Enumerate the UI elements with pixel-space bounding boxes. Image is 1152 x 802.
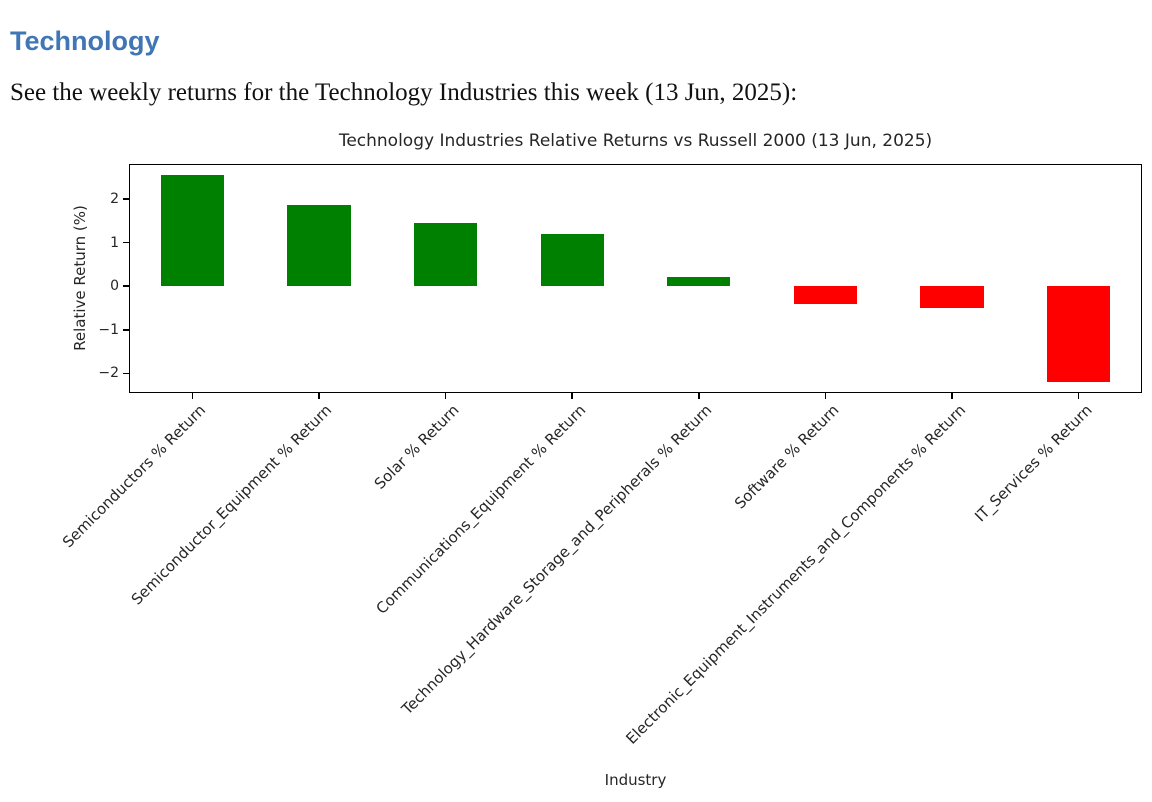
x-tick-mark bbox=[951, 393, 953, 399]
y-tick-label: −1 bbox=[98, 321, 119, 338]
x-category-label: Communications_Equipment % Return bbox=[372, 401, 589, 618]
y-tick-label: −2 bbox=[98, 365, 119, 382]
x-category-label: Semiconductors % Return bbox=[58, 401, 210, 552]
x-category-label: Semiconductor_Equipment % Return bbox=[128, 401, 336, 609]
y-tick-mark bbox=[123, 198, 129, 200]
page-subtitle: See the weekly returns for the Technolog… bbox=[10, 79, 798, 106]
chart-title: Technology Industries Relative Returns v… bbox=[338, 131, 933, 151]
y-tick-label: 0 bbox=[110, 278, 119, 295]
bar-2 bbox=[413, 222, 478, 287]
bar-7 bbox=[1047, 286, 1111, 383]
x-tick-mark bbox=[824, 393, 827, 399]
y-tick-label: 1 bbox=[110, 234, 119, 251]
x-category-label: IT_Services % Return bbox=[971, 401, 1096, 526]
bar-6 bbox=[920, 286, 984, 308]
x-category-label: Technology_Hardware_Storage_and_Peripher… bbox=[398, 401, 716, 719]
y-tick-mark bbox=[123, 372, 129, 375]
x-axis-label: Industry bbox=[604, 771, 667, 789]
x-tick-mark bbox=[698, 393, 700, 399]
x-tick-mark bbox=[191, 393, 194, 399]
x-tick-mark bbox=[444, 393, 447, 399]
plot-area bbox=[129, 164, 1142, 393]
bar-4 bbox=[667, 277, 731, 287]
bar-1 bbox=[287, 205, 351, 287]
y-tick-mark bbox=[123, 285, 129, 287]
page-title: Technology bbox=[10, 26, 160, 57]
y-tick-mark bbox=[123, 241, 129, 244]
x-tick-mark bbox=[318, 393, 320, 399]
x-tick-mark bbox=[571, 393, 573, 399]
y-tick-mark bbox=[123, 329, 129, 331]
x-category-label: Software % Return bbox=[730, 401, 843, 513]
x-tick-mark bbox=[1077, 393, 1080, 399]
bar-3 bbox=[540, 233, 604, 287]
y-tick-label: 2 bbox=[110, 190, 119, 207]
bar-0 bbox=[160, 174, 224, 287]
x-category-label: Solar % Return bbox=[370, 401, 463, 493]
bar-5 bbox=[793, 286, 858, 304]
